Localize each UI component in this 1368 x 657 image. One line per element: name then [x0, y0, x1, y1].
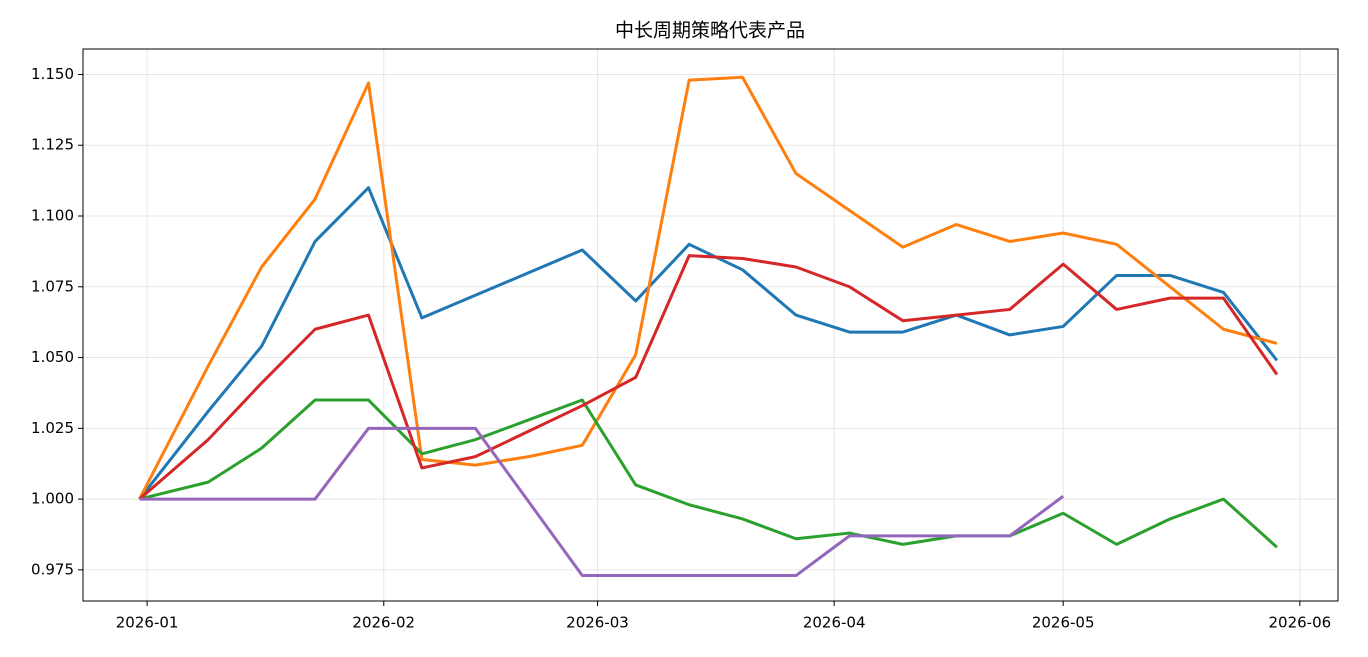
x-tick-label: 2026-02 — [352, 614, 415, 632]
series-line — [139, 398, 1278, 549]
y-tick-label: 1.025 — [31, 419, 74, 437]
plot-frame — [82, 48, 1339, 602]
series-line — [138, 186, 1279, 501]
y-tick-label: 1.150 — [31, 65, 74, 83]
x-tick-label: 2026-03 — [566, 614, 629, 632]
series-line — [138, 254, 1279, 501]
y-tick-label: 1.100 — [31, 207, 74, 225]
y-tick-label: 0.975 — [31, 560, 74, 578]
y-tick-label: 1.000 — [31, 490, 74, 508]
chart-title: 中长周期策略代表产品 — [615, 20, 805, 42]
series-line — [139, 426, 1065, 578]
y-tick-label: 1.075 — [31, 277, 74, 295]
series-line — [138, 75, 1278, 500]
x-tick-label: 2026-04 — [803, 614, 866, 632]
x-tick-label: 2026-05 — [1032, 614, 1095, 632]
x-tick-label: 2026-01 — [116, 614, 179, 632]
x-tick-label: 2026-06 — [1268, 614, 1331, 632]
y-tick-label: 1.125 — [31, 136, 74, 154]
y-tick-label: 1.050 — [31, 348, 74, 366]
